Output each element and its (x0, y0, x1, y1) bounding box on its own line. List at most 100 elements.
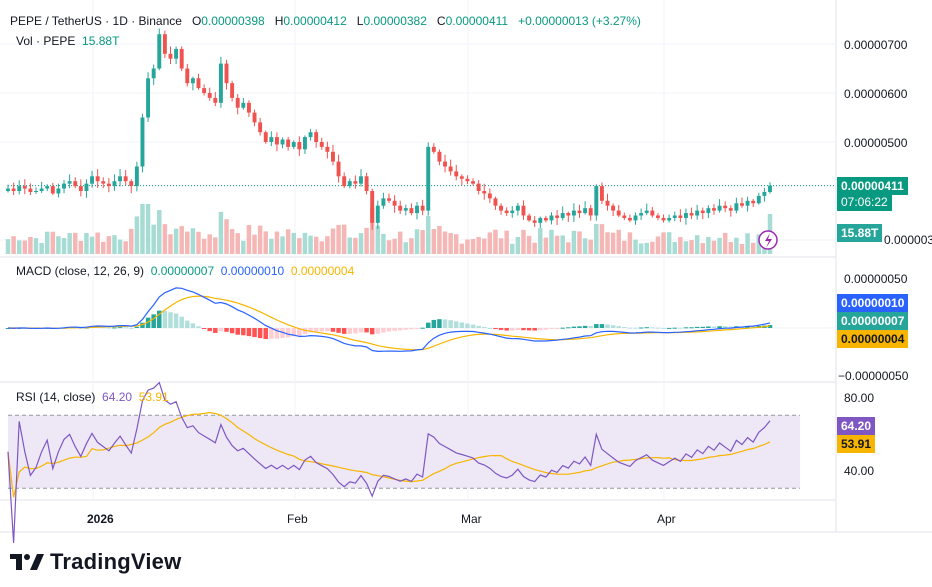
candle-body (448, 166, 453, 172)
candle-body (499, 205, 504, 211)
candle-body (78, 186, 83, 191)
macd-histogram-bar (515, 328, 521, 330)
candle-body (555, 215, 560, 218)
volume-bar (72, 232, 78, 254)
candle-body (6, 188, 10, 191)
candle-body (426, 146, 431, 211)
macd-histogram-bar (554, 328, 560, 329)
volume-bar (453, 234, 459, 254)
candle-body (672, 215, 677, 218)
macd-histogram-bar (151, 314, 156, 328)
volume-bar (336, 224, 341, 254)
macd-histogram-bar (241, 328, 246, 336)
candle-body (398, 205, 403, 211)
time-label-mar: Mar (461, 512, 482, 526)
candle-body (34, 191, 38, 192)
candle-body (22, 186, 27, 189)
macd-histogram-bar (117, 327, 123, 329)
macd-histogram-bar (129, 327, 134, 329)
volume-bar (666, 232, 672, 254)
macd-histogram-bar (750, 326, 756, 328)
candle-body (28, 188, 33, 192)
candle-body (409, 208, 414, 214)
macd-histogram-bar (538, 328, 543, 331)
volume-bar (605, 232, 610, 254)
macd-histogram-bar (437, 319, 442, 328)
candle-body (308, 132, 313, 138)
macd-histogram-bar (543, 328, 549, 330)
candle-body (314, 132, 319, 142)
candle-body (560, 213, 565, 218)
macd-histogram-bar (358, 328, 364, 333)
macd-histogram-bar (134, 326, 140, 328)
macd-histogram-bar (689, 327, 694, 329)
candle-body (605, 200, 610, 206)
macd-histogram-bar (459, 322, 465, 328)
volume-bar (106, 236, 112, 254)
macd-histogram-bar (504, 328, 509, 331)
candle-body (510, 210, 515, 214)
macd-histogram-bar (420, 327, 425, 329)
close-value: 0.00000411 (445, 14, 509, 28)
exchange: Binance (138, 14, 182, 28)
macd-histogram-bar (588, 326, 593, 328)
candle-body (353, 181, 358, 184)
rsi-band (8, 415, 800, 489)
volume-bar (386, 240, 392, 254)
candle-body (84, 183, 89, 191)
volume-bar (554, 235, 560, 254)
volume-label: Vol · PEPE (16, 34, 76, 48)
volume-bar (117, 239, 123, 254)
volume-bar (246, 225, 252, 254)
macd-histogram-bar (425, 322, 431, 328)
macd-histogram-bar (711, 326, 717, 328)
volume-bar (498, 238, 504, 254)
macd-histogram-bar (683, 327, 689, 329)
macd-histogram-bar (644, 327, 649, 329)
brand-name: TradingView (50, 549, 182, 574)
volume-bar (571, 230, 577, 254)
volume-bar (526, 235, 532, 254)
candle-body (700, 210, 705, 214)
candle-body (521, 205, 526, 216)
macd-histogram-bar (571, 326, 577, 328)
volume-bar (61, 238, 67, 254)
volume-bar (89, 236, 95, 254)
candle-body (566, 213, 571, 216)
candle-body (235, 97, 240, 108)
volume-bar (616, 229, 621, 254)
volume-bar (78, 240, 84, 254)
volume-bar (44, 231, 50, 254)
macd-histogram-bar (599, 324, 605, 328)
candle-body (504, 210, 509, 214)
volume-bar (683, 241, 689, 254)
volume-bar (241, 240, 246, 254)
volume-bar (476, 236, 481, 254)
macd-histogram-bar (190, 323, 196, 328)
candle-body (218, 63, 223, 103)
volume-bar (638, 243, 644, 254)
volume-bar (263, 231, 268, 254)
macd-histogram-bar (610, 325, 616, 328)
candle-body (768, 185, 772, 192)
volume-bar (510, 243, 515, 254)
candle-body (667, 217, 672, 221)
low-value: 0.00000382 (363, 14, 427, 28)
volume-bar (56, 236, 61, 254)
rsi-tick: 40.00 (844, 464, 875, 478)
volume-bar (448, 233, 453, 254)
macd-histogram-bar (173, 313, 179, 328)
candle-body (174, 48, 179, 59)
volume-bar (655, 236, 661, 254)
macd-histogram-bar (319, 328, 325, 332)
volume-bar (274, 231, 280, 254)
macd-histogram-bar (364, 328, 369, 333)
tradingview-logo-icon (10, 554, 44, 570)
macd-histogram-bar (112, 327, 117, 329)
candle-body (740, 203, 744, 206)
candle-body (151, 68, 156, 79)
candle-body (471, 181, 476, 184)
macd-histogram-bar (577, 326, 582, 328)
candle-body (258, 122, 263, 133)
